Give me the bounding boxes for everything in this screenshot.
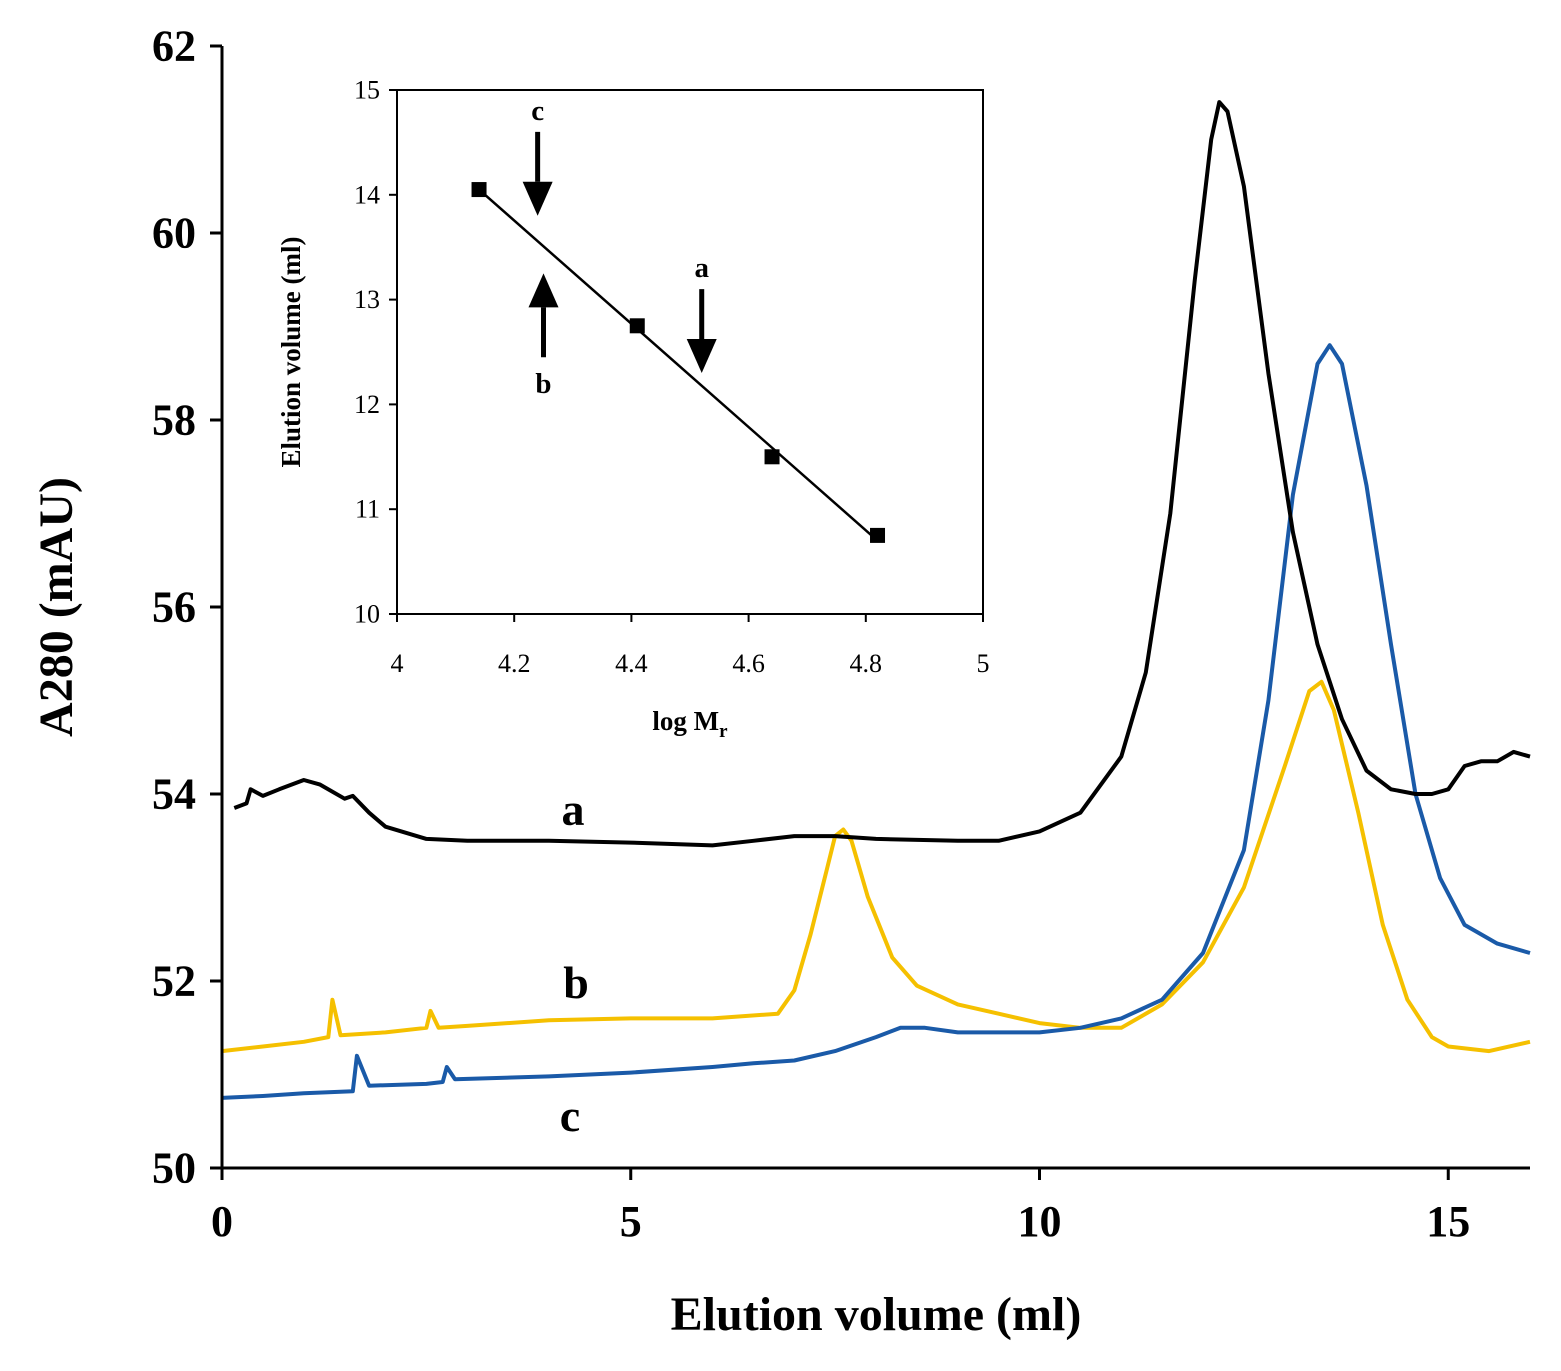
main-plot-lines — [221, 100, 1531, 1100]
inset-fit-line — [478, 188, 879, 542]
inset-y-tick-label: 13 — [354, 285, 380, 314]
main-y-tick-label: 52 — [152, 957, 196, 1006]
main-y-ticks: 50 52 54 56 58 60 62 — [152, 22, 222, 1193]
inset-data-point — [471, 182, 487, 198]
inset-x-axis-title-main: log M — [652, 706, 719, 736]
main-y-tick-label: 56 — [152, 583, 196, 632]
inset-y-axis-title: Elution volume (ml) — [276, 236, 306, 467]
main-x-axis-title: Elution volume (ml) — [671, 1288, 1082, 1341]
inset-arrow-a: a — [686, 252, 717, 373]
main-x-tick-label: 10 — [1018, 1197, 1062, 1246]
inset-arrow-c-label: c — [531, 95, 544, 127]
inset-x-ticks: 4 4.2 4.4 4.6 4.8 5 — [391, 614, 990, 678]
series-line-a — [233, 100, 1531, 848]
main-x-tick-label: 5 — [620, 1197, 642, 1246]
inset-y-tick-label: 11 — [355, 495, 380, 524]
main-y-axis-title: A280 (mAU) — [30, 477, 83, 737]
main-y-tick-label: 62 — [152, 22, 196, 71]
inset-y-tick-label: 14 — [354, 180, 380, 209]
main-chart: 50 52 54 56 58 60 62 0 5 10 15 Elution v… — [30, 22, 1531, 1341]
curve-label-b: b — [563, 957, 589, 1008]
inset-y-tick-label: 10 — [354, 600, 380, 629]
main-y-tick-label: 58 — [152, 396, 196, 445]
series-line-c — [221, 343, 1531, 1100]
inset-y-ticks: 10 11 12 13 14 15 — [354, 76, 397, 629]
inset-data-point — [764, 449, 780, 465]
inset-chart: 10 11 12 13 14 15 4 4.2 4.4 4.6 4.8 5 lo… — [276, 76, 990, 743]
inset-data-point — [870, 527, 886, 543]
inset-arrow-b-head — [528, 273, 559, 308]
main-x-ticks: 0 5 10 15 — [211, 1168, 1470, 1246]
main-y-tick-label: 54 — [152, 770, 196, 819]
inset-x-tick-label: 5 — [977, 649, 990, 678]
inset-frame — [396, 89, 984, 615]
inset-x-tick-label: 4.8 — [850, 649, 883, 678]
inset-x-axis-title-subscript: r — [719, 721, 728, 742]
inset-x-tick-label: 4.6 — [732, 649, 765, 678]
inset-y-tick-label: 12 — [354, 390, 380, 419]
inset-arrow-c: c — [522, 95, 553, 216]
main-y-tick-label: 50 — [152, 1144, 196, 1193]
inset-x-tick-label: 4.4 — [615, 649, 648, 678]
inset-arrow-b-label: b — [535, 368, 551, 400]
inset-arrow-a-label: a — [694, 252, 709, 284]
main-y-tick-label: 60 — [152, 209, 196, 258]
inset-y-tick-label: 15 — [354, 76, 380, 105]
curve-label-c: c — [560, 1090, 580, 1141]
inset-arrow-a-head — [686, 338, 717, 373]
inset-x-tick-label: 4 — [391, 649, 404, 678]
inset-arrow-b: b — [528, 273, 559, 400]
curve-label-a: a — [562, 784, 585, 835]
series-line-b — [221, 679, 1531, 1054]
main-x-tick-label: 15 — [1426, 1197, 1470, 1246]
inset-x-axis-title: log Mr — [652, 706, 728, 742]
main-x-tick-label: 0 — [211, 1197, 233, 1246]
inset-arrow-c-head — [522, 181, 553, 216]
inset-x-tick-label: 4.2 — [498, 649, 531, 678]
inset-data-point — [629, 318, 645, 334]
